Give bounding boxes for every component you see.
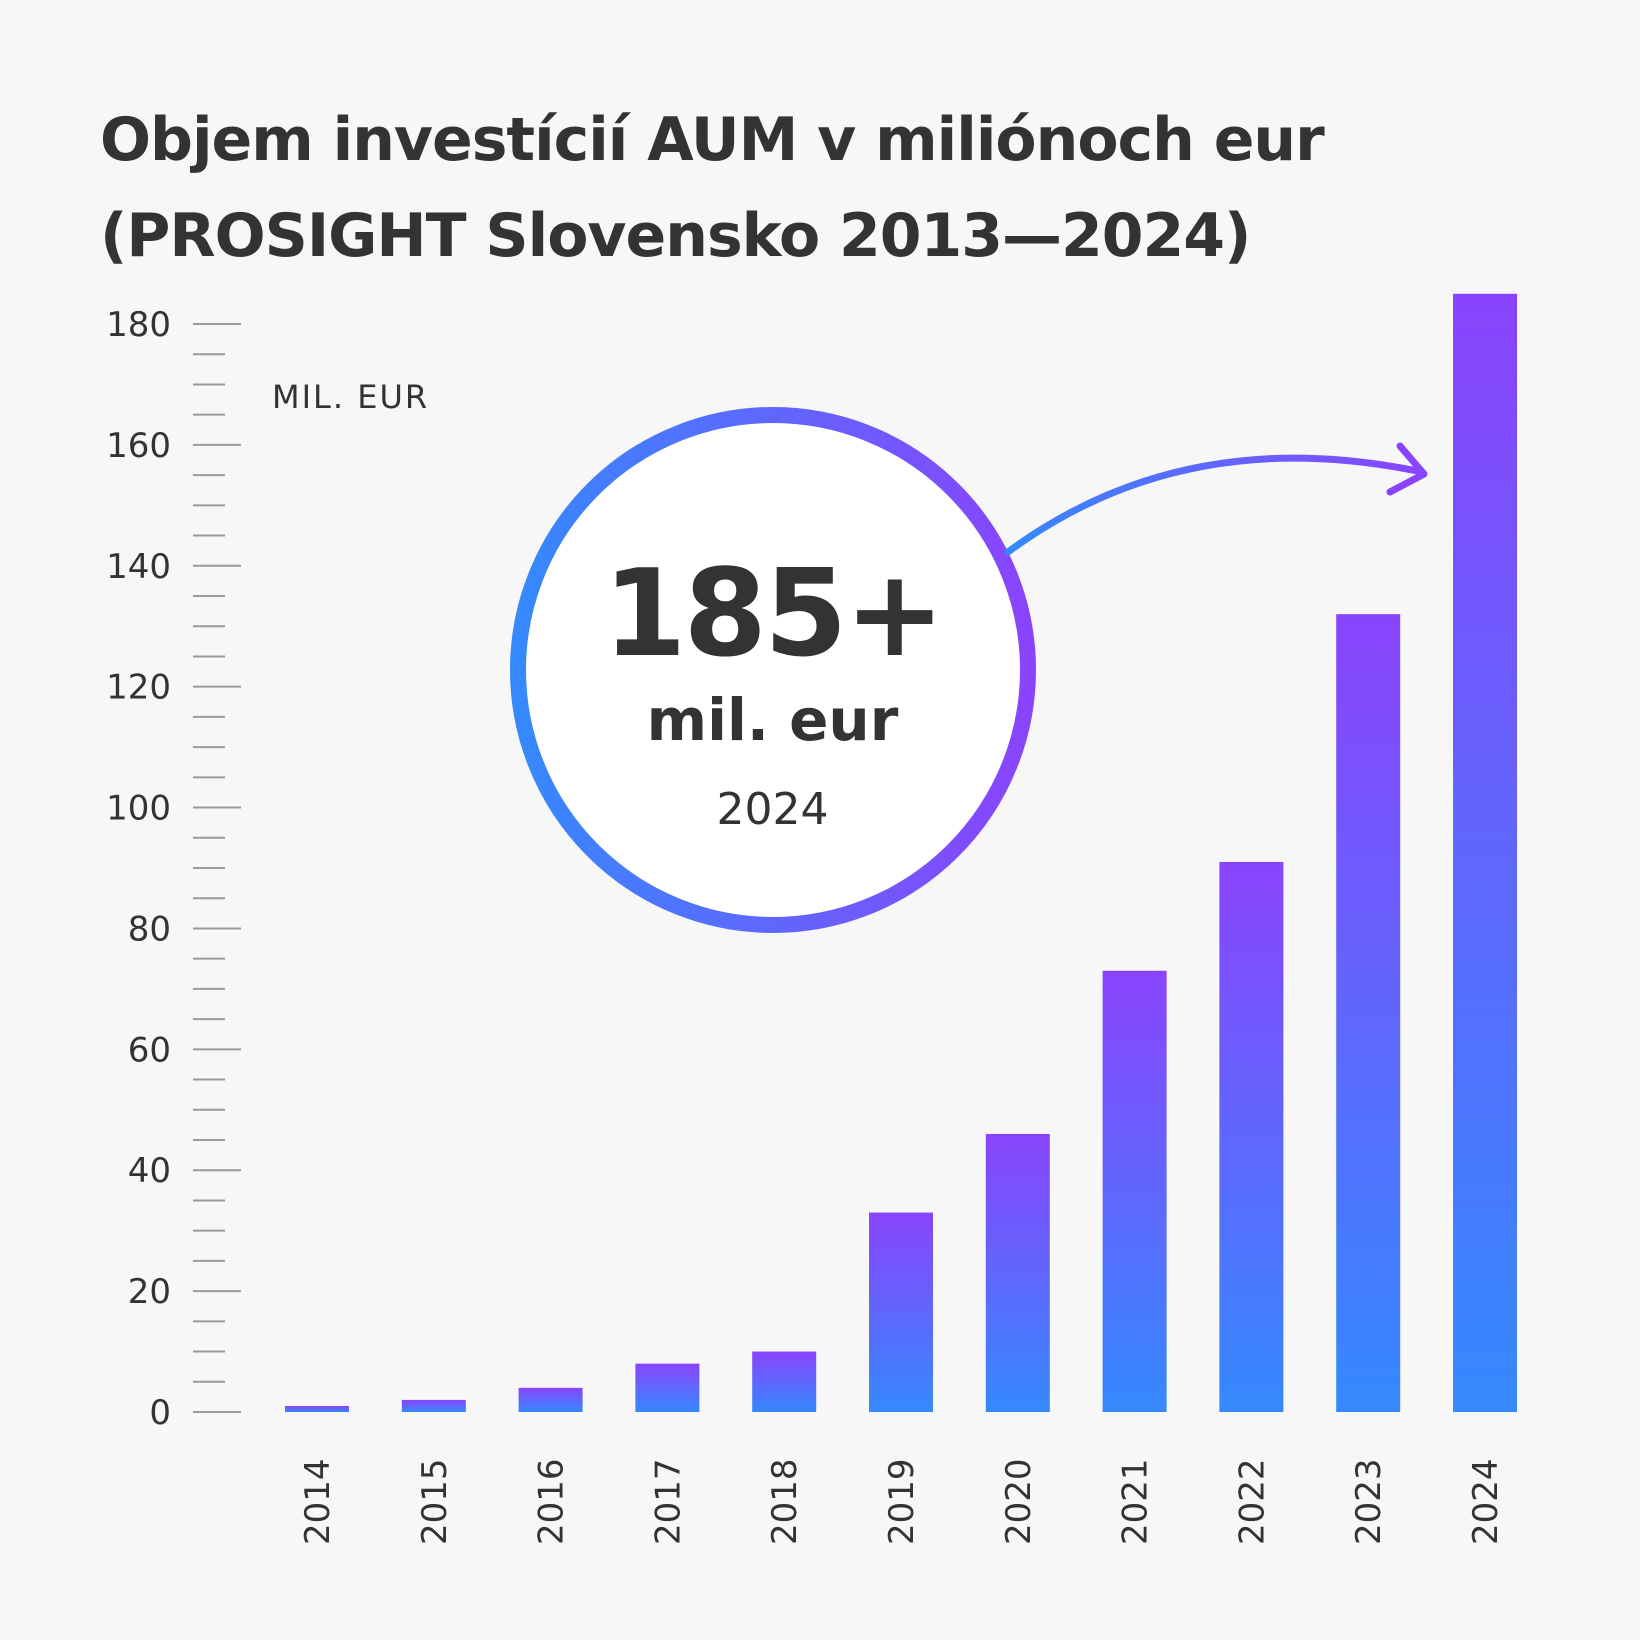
x-tick-label: 2016 [532, 1458, 572, 1545]
x-tick-label: 2019 [882, 1458, 922, 1545]
bar-2015 [401, 1399, 466, 1412]
bar-2024 [1453, 293, 1517, 1412]
y-tick-label: 80 [128, 909, 171, 949]
y-tick-label: 140 [106, 547, 171, 587]
y-tick-label: 180 [106, 305, 171, 345]
callout-arrow [1004, 454, 1426, 556]
x-tick-label: 2017 [648, 1458, 688, 1545]
x-tick-label: 2020 [999, 1458, 1039, 1545]
bar-2018 [752, 1351, 817, 1412]
y-tick-label: 20 [128, 1272, 171, 1312]
x-tick-label: 2018 [765, 1458, 805, 1545]
x-tick-label: 2021 [1116, 1458, 1156, 1545]
bar-2014 [285, 1405, 349, 1412]
x-axis: 2014 2015 2016 2017 2018 2019 2020 2021 2022 2023… [298, 1458, 1506, 1545]
bar-2023 [1336, 614, 1401, 1412]
bars [285, 293, 1517, 1412]
callout-year: 2024 [716, 784, 829, 835]
arrow-head-icon [1386, 442, 1428, 496]
chart-title-line2: (PROSIGHT Slovensko 2013—2024) [100, 201, 1251, 271]
x-tick-label: 2022 [1232, 1458, 1272, 1545]
y-tick-label: 60 [128, 1030, 171, 1070]
bar-2020 [985, 1133, 1050, 1412]
callout-value: 185+ [602, 545, 945, 684]
y-tick-label: 0 [149, 1393, 171, 1433]
bar-2021 [1102, 970, 1167, 1412]
chart-title: Objem investícií AUM v miliónoch eur (PR… [100, 92, 1540, 284]
y-tick-label: 160 [106, 426, 171, 466]
callout-highlight: 185+ mil. eur 2024 [510, 405, 1035, 930]
callout-ring [510, 407, 1036, 933]
bar-2022 [1219, 861, 1284, 1412]
bar-2019 [869, 1212, 933, 1412]
y-axis: 0 20 40 60 80 100 120 140 160 180 [106, 305, 241, 1433]
x-tick-label: 2024 [1466, 1458, 1506, 1545]
callout-unit: mil. eur [646, 686, 899, 754]
bar-2017 [635, 1363, 700, 1412]
y-tick-label: 120 [106, 668, 171, 708]
bar-2016 [518, 1387, 583, 1412]
y-axis-unit-label: MIL. EUR [272, 378, 429, 416]
chart-title-line1: Objem investícií AUM v miliónoch eur [100, 105, 1325, 175]
y-tick-label: 100 [106, 789, 171, 829]
x-tick-label: 2015 [415, 1458, 455, 1545]
x-tick-label: 2014 [298, 1458, 338, 1545]
x-tick-label: 2023 [1349, 1458, 1389, 1545]
y-tick-label: 40 [128, 1151, 171, 1191]
